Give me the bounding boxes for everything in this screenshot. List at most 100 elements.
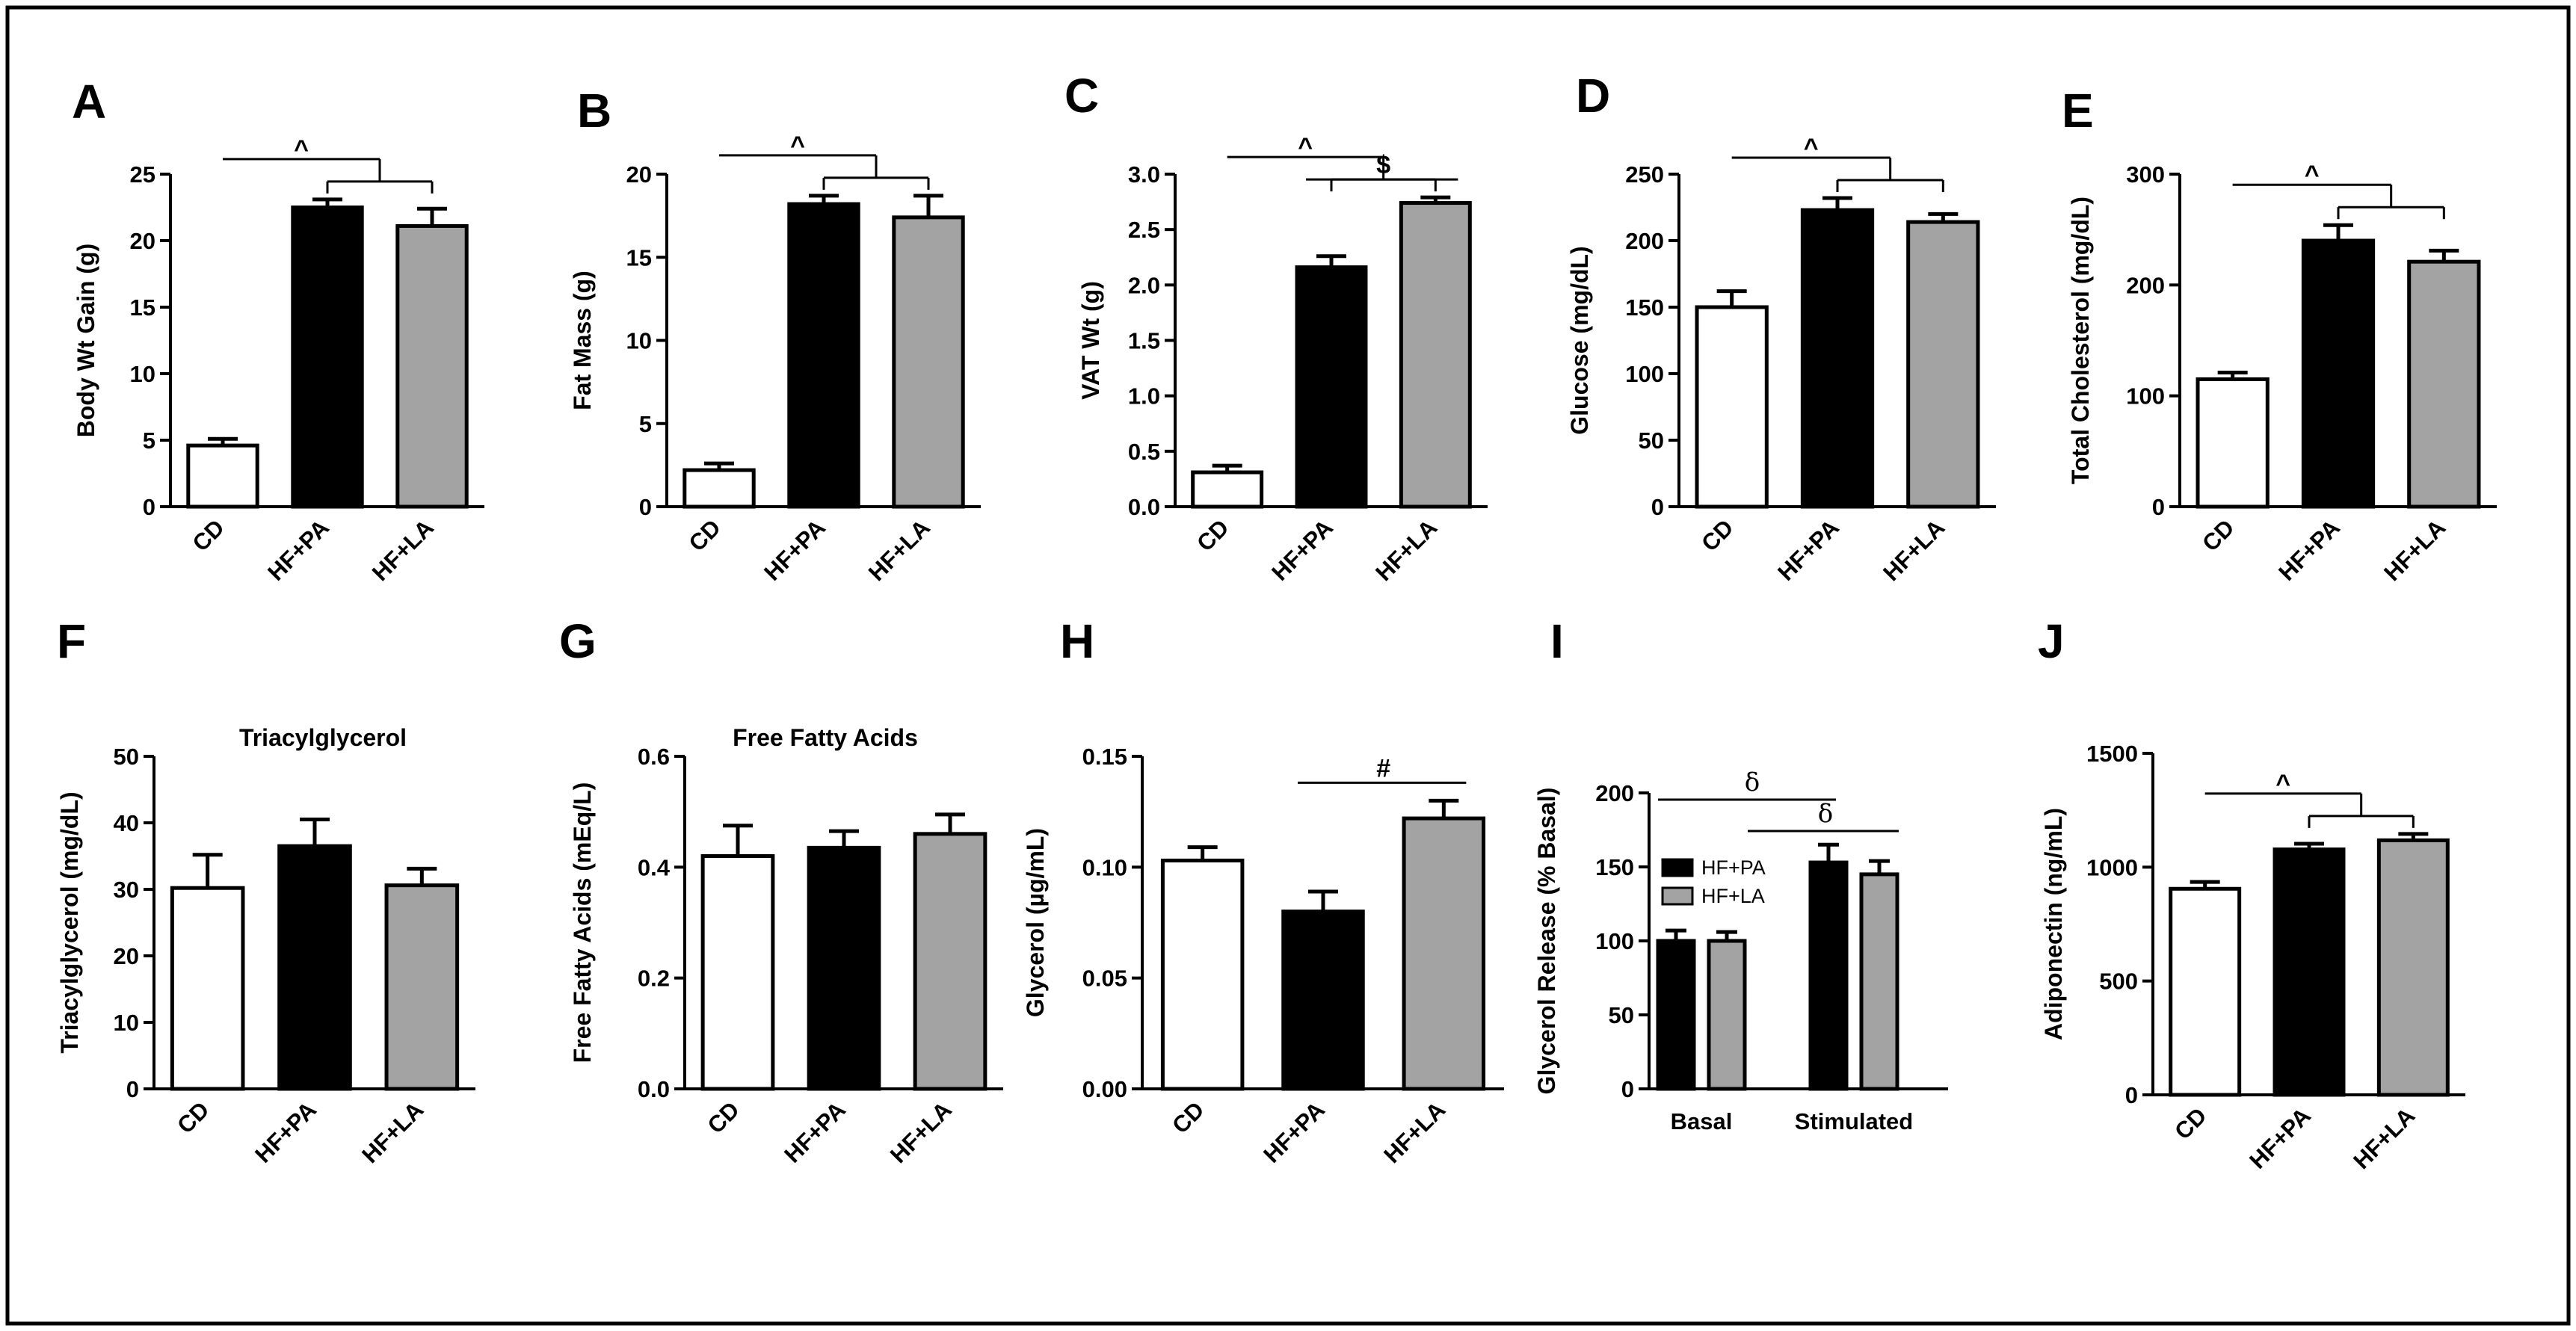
y-tick-label: 5	[143, 427, 155, 454]
chart-title: Triacylglycerol	[239, 724, 407, 751]
y-tick-label: 100	[2126, 383, 2165, 410]
y-tick-label: 100	[1625, 361, 1664, 387]
y-tick-label: 0.0	[638, 1076, 670, 1102]
y-tick-label: 200	[2126, 272, 2165, 298]
y-tick-label: 50	[114, 744, 139, 770]
panel-I: I 0 50 100 150 200 Glycerol Release (% Basal) B…	[1533, 614, 1948, 1134]
y-axis-label: VAT Wt (g)	[1077, 281, 1104, 400]
bar-cd	[682, 468, 756, 509]
bar-hfla-basal	[1707, 939, 1747, 1091]
significance-marker: ^	[1804, 134, 1819, 162]
y-tick-label: 500	[2099, 969, 2138, 995]
y-axis-label: Total Cholesterol (mg/dL)	[2067, 197, 2094, 484]
y-tick-label: 250	[1625, 161, 1664, 188]
bar-hfla	[913, 832, 987, 1091]
panel-letter: B	[577, 84, 611, 138]
y-tick-label: 5	[639, 411, 652, 437]
y-tick-label: 0	[639, 494, 652, 520]
y-tick-label: 3.0	[1128, 161, 1160, 188]
y-tick-label: 0.6	[638, 744, 670, 770]
bar-hfla	[1402, 816, 1486, 1091]
y-tick-label: 10	[130, 361, 155, 387]
y-tick-label: 0.00	[1082, 1076, 1127, 1102]
panel-letter: E	[2062, 84, 2094, 138]
y-tick-label: 150	[1625, 294, 1664, 321]
y-tick-label: 10	[114, 1010, 139, 1036]
y-tick-label: 10	[626, 328, 652, 354]
significance-marker: ^	[294, 135, 309, 164]
bar-cd	[1191, 470, 1264, 509]
y-tick-label: 2.0	[1128, 272, 1160, 298]
y-tick-label: 50	[1609, 1002, 1634, 1028]
y-tick-label: 1.5	[1128, 328, 1160, 354]
bar-hfpa-basal	[1656, 939, 1696, 1091]
y-tick-label: 200	[1625, 228, 1664, 254]
bar-hfla	[2407, 259, 2481, 509]
panel-letter: F	[57, 614, 86, 668]
y-tick-label: 20	[114, 943, 139, 969]
bar-hfpa	[787, 202, 860, 509]
legend-label: HF+PA	[1701, 856, 1766, 879]
y-axis-label: Triacylglycerol (mg/dL)	[56, 791, 83, 1053]
bar-hfla	[384, 883, 460, 1091]
bar-cd	[186, 443, 259, 509]
bar-hfpa	[277, 844, 352, 1091]
y-tick-label: 0.10	[1082, 854, 1127, 880]
x-tick-label: Stimulated	[1795, 1108, 1913, 1134]
bar-hfpa	[2301, 238, 2376, 509]
significance-marker: ^	[2305, 161, 2320, 189]
y-tick-label: 40	[114, 810, 139, 836]
y-tick-label: 0	[2152, 494, 2165, 520]
panel-letter: D	[1576, 69, 1610, 123]
bar-hfla	[395, 223, 469, 509]
bar-cd	[170, 886, 245, 1091]
bar-hfpa	[1800, 208, 1875, 509]
y-tick-label: 0.05	[1082, 966, 1127, 992]
bar-hfla-stimulated	[1859, 872, 1899, 1091]
significance-marker: $	[1376, 151, 1390, 179]
panel-letter: J	[2038, 614, 2065, 668]
panel-letter: A	[72, 75, 106, 129]
y-tick-label: 100	[1595, 928, 1634, 954]
bar-hfpa	[2273, 847, 2346, 1097]
significance-marker: ^	[2275, 770, 2290, 798]
y-tick-label: 0	[1651, 494, 1664, 520]
bar-hfla	[892, 215, 965, 509]
bar-hfla	[2376, 838, 2450, 1097]
bar-cd	[1160, 858, 1245, 1091]
bar-hfpa	[291, 206, 364, 509]
x-tick-label: Basal	[1671, 1108, 1733, 1134]
significance-marker: #	[1376, 754, 1390, 782]
y-tick-label: 1.0	[1128, 383, 1160, 410]
y-axis-label: Fat Mass (g)	[569, 271, 596, 410]
panel-letter: I	[1550, 614, 1564, 668]
legend-label: HF+LA	[1701, 885, 1765, 907]
y-tick-label: 0.5	[1128, 439, 1160, 465]
bar-hfla	[1906, 220, 1980, 509]
bar-hfla	[1399, 201, 1472, 509]
y-tick-label: 15	[130, 294, 155, 321]
panel-letter: C	[1064, 69, 1099, 123]
panel-letter: H	[1060, 614, 1094, 668]
y-tick-label: 20	[130, 228, 155, 254]
y-axis-label: Glycerol (µg/mL)	[1022, 828, 1049, 1017]
y-axis-label: Body Wt Gain (g)	[73, 244, 99, 438]
panel-letter: G	[559, 614, 597, 668]
y-axis-label: Glucose (mg/dL)	[1566, 246, 1593, 434]
y-tick-label: 20	[626, 161, 652, 188]
y-tick-label: 1500	[2086, 741, 2138, 767]
bar-hfpa	[807, 845, 881, 1091]
y-tick-label: 0	[2125, 1082, 2138, 1108]
y-axis-label: Free Fatty Acids (mEq/L)	[569, 782, 596, 1063]
y-tick-label: 0.0	[1128, 494, 1160, 520]
significance-marker: ^	[790, 132, 805, 160]
y-tick-label: 15	[626, 244, 652, 271]
chart-title: Free Fatty Acids	[733, 724, 918, 751]
y-tick-label: 0	[126, 1076, 139, 1102]
y-tick-label: 0.2	[638, 966, 670, 992]
bar-cd	[2196, 377, 2270, 509]
